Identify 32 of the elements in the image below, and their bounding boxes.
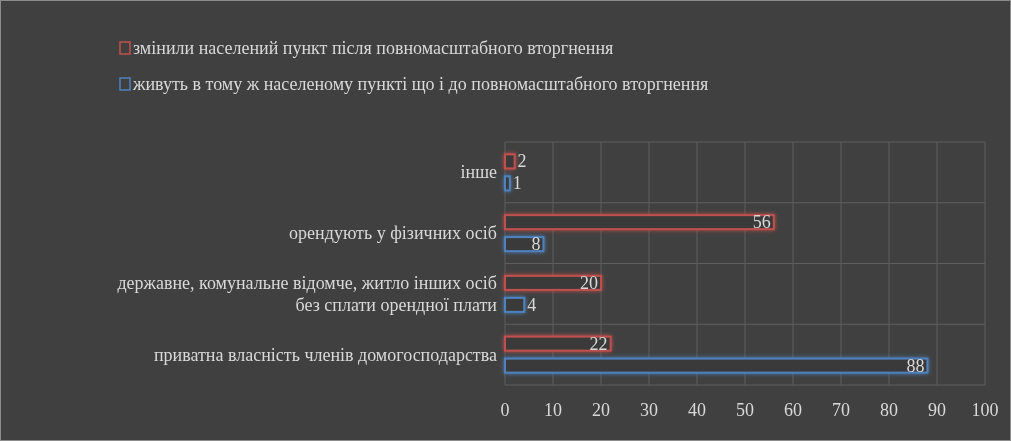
- legend-label: змінили населений пункт після повномасштабного вторгнення: [133, 38, 614, 58]
- y-tick-label: орендують у фізичних осіб: [289, 223, 497, 244]
- data-label: 20: [580, 272, 598, 293]
- bar: [504, 357, 929, 374]
- y-tick-label: державне, комунальне відомче, житло інших осіб без сплати орендної плати: [117, 272, 498, 315]
- y-tick-label: інше: [460, 162, 498, 183]
- x-tick-label: 20: [592, 400, 610, 420]
- bar: [504, 153, 516, 170]
- x-tick-label: 100: [971, 400, 999, 420]
- x-tick-label: 60: [784, 400, 802, 420]
- data-label: 4: [527, 294, 537, 315]
- x-tick-label: 70: [832, 400, 850, 420]
- data-label: 8: [531, 234, 541, 255]
- y-tick-label: приватна власність членів домогосподарства: [153, 344, 497, 365]
- bar: [504, 175, 511, 192]
- legend-label: живуть в тому ж населеному пункті що і до повномасштабного вторгнення: [132, 74, 709, 94]
- x-tick-label: 0: [500, 400, 510, 420]
- x-tick-label: 50: [736, 400, 754, 420]
- data-label: 22: [589, 333, 608, 354]
- x-tick-label: 80: [880, 400, 898, 420]
- x-tick-label: 40: [688, 400, 706, 420]
- data-label: 2: [517, 151, 527, 172]
- x-tick-label: 10: [544, 400, 562, 420]
- data-label: 1: [512, 173, 522, 194]
- data-label: 88: [906, 355, 925, 376]
- bar: [504, 274, 602, 291]
- data-label: 56: [752, 212, 771, 233]
- x-tick-label: 90: [928, 400, 946, 420]
- bar: [504, 214, 775, 231]
- bar: [504, 335, 612, 352]
- x-tick-label: 30: [640, 400, 658, 420]
- bar: [504, 296, 526, 313]
